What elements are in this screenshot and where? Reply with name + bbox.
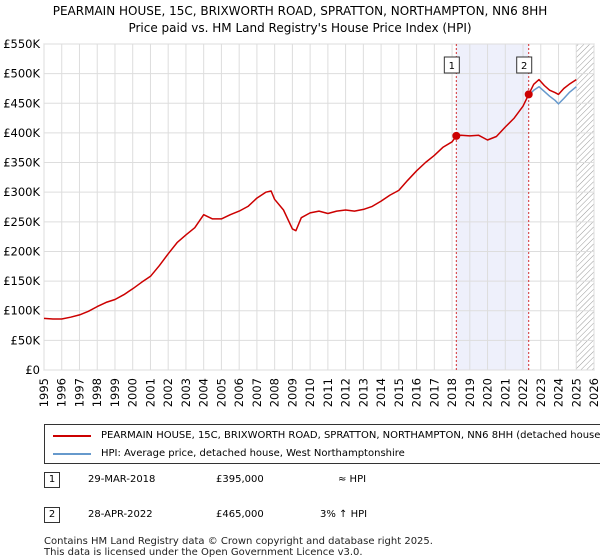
future-hatch-region <box>576 44 594 370</box>
legend-swatch-property <box>53 435 91 437</box>
y-tick-label: £100K <box>3 304 40 318</box>
x-tick-label: 1999 <box>108 378 122 407</box>
holding-period-shade <box>456 44 529 370</box>
chart-subtitle: Price paid vs. HM Land Registry's House … <box>128 21 472 35</box>
x-tick-label: 2001 <box>143 378 157 407</box>
x-tick-label: 2017 <box>427 378 441 407</box>
legend-item-property: PEARMAIN HOUSE, 15C, BRIXWORTH ROAD, SPR… <box>45 427 600 445</box>
transaction-date: 29-MAR-2018 <box>88 474 156 485</box>
x-tick-label: 1997 <box>72 378 86 407</box>
y-tick-label: £150K <box>3 274 40 288</box>
footer-licence: This data is licensed under the Open Gov… <box>44 547 363 558</box>
x-tick-label: 1996 <box>55 378 69 407</box>
x-tick-label: 2021 <box>498 378 512 407</box>
transaction-price: £465,000 <box>216 509 264 520</box>
footer-copyright: Contains HM Land Registry data © Crown c… <box>44 536 433 547</box>
x-tick-label: 2008 <box>268 378 282 407</box>
x-tick-label: 2010 <box>303 378 317 407</box>
x-tick-label: 1995 <box>37 378 51 407</box>
y-tick-label: £0 <box>25 363 40 377</box>
x-tick-label: 2026 <box>587 378 600 407</box>
legend-label-hpi: HPI: Average price, detached house, West… <box>101 448 405 459</box>
x-tick-label: 2025 <box>569 378 583 407</box>
y-tick-label: £50K <box>11 333 41 347</box>
x-tick-label: 2009 <box>285 378 299 407</box>
y-tick-label: £400K <box>3 126 40 140</box>
sale-point <box>452 131 461 140</box>
x-tick-label: 2018 <box>445 378 459 407</box>
legend-swatch-hpi <box>53 453 91 455</box>
transaction-date: 28-APR-2022 <box>88 509 153 520</box>
x-tick-label: 2016 <box>410 378 424 407</box>
x-tick-label: 2023 <box>534 378 548 407</box>
y-tick-label: £450K <box>3 96 40 110</box>
y-tick-label: £350K <box>3 156 40 170</box>
x-tick-label: 2015 <box>392 378 406 407</box>
y-tick-label: £550K <box>3 37 40 51</box>
sale-point <box>524 90 533 99</box>
y-tick-label: £500K <box>3 67 40 81</box>
transaction-badge: 1 <box>44 472 60 488</box>
transaction-price: £395,000 <box>216 474 264 485</box>
sale-label: 1 <box>449 61 455 72</box>
sale-label-box <box>443 56 460 74</box>
hpi-line <box>528 85 577 105</box>
transaction-hpi: 3% ↑ HPI <box>320 509 368 520</box>
sale-label-box <box>516 56 533 74</box>
sale-label: 2 <box>521 61 527 72</box>
x-tick-label: 2012 <box>339 378 353 407</box>
x-tick-label: 2020 <box>481 378 495 407</box>
legend-label-property: PEARMAIN HOUSE, 15C, BRIXWORTH ROAD, SPR… <box>101 430 600 441</box>
transaction-badge: 2 <box>44 507 60 523</box>
x-tick-label: 2007 <box>250 378 264 407</box>
transaction-hpi: ≈ HPI <box>338 474 367 485</box>
x-tick-label: 2002 <box>161 378 175 407</box>
x-tick-label: 2024 <box>552 378 566 407</box>
property-price-line <box>43 78 577 320</box>
x-tick-label: 2006 <box>232 378 246 407</box>
x-tick-label: 2003 <box>179 378 193 407</box>
x-tick-label: 2022 <box>516 378 530 407</box>
x-tick-label: 2013 <box>356 378 370 407</box>
y-tick-label: £300K <box>3 185 40 199</box>
chart-title: PEARMAIN HOUSE, 15C, BRIXWORTH ROAD, SPR… <box>52 4 548 18</box>
legend-item-hpi: HPI: Average price, detached house, West… <box>45 445 600 463</box>
y-tick-label: £250K <box>3 215 40 229</box>
x-tick-label: 1998 <box>90 378 104 407</box>
y-tick-label: £200K <box>3 244 40 258</box>
x-tick-label: 2005 <box>214 378 228 407</box>
legend: PEARMAIN HOUSE, 15C, BRIXWORTH ROAD, SPR… <box>44 424 600 464</box>
x-tick-label: 2014 <box>374 378 388 407</box>
price-chart: 1 2 £0 £50K £100K £150K £200K £250K £300K £350K £… <box>3 37 600 407</box>
x-tick-label: 2004 <box>197 378 211 407</box>
x-tick-label: 2019 <box>463 378 477 407</box>
x-tick-label: 2000 <box>126 378 140 407</box>
x-tick-label: 2011 <box>321 378 335 407</box>
